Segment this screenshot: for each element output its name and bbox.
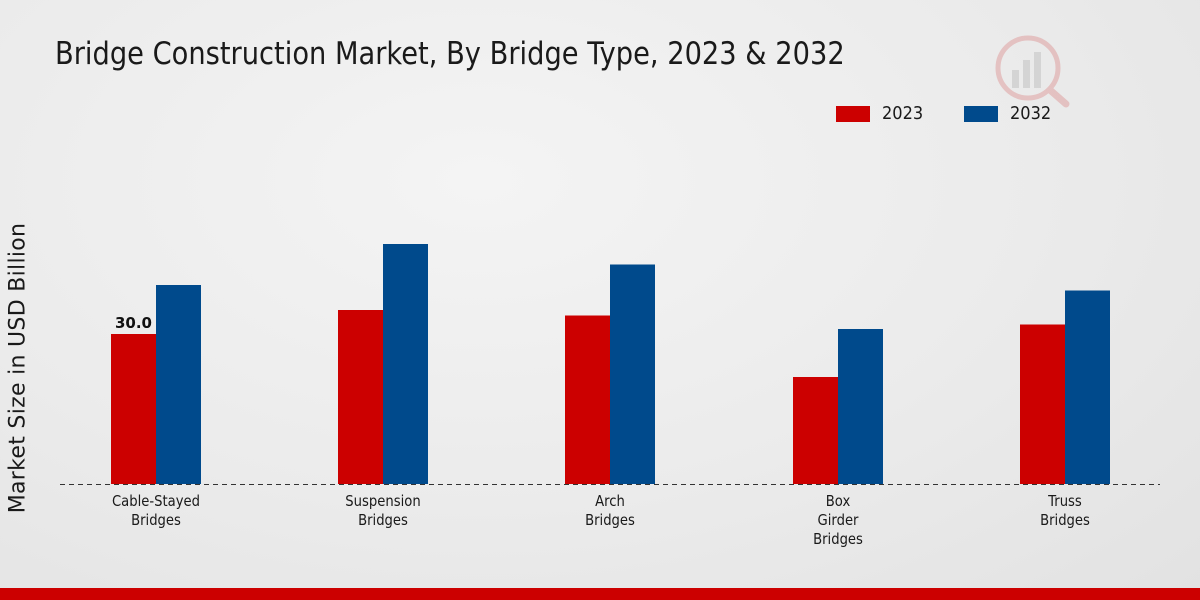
legend-item-2023: 2023 <box>836 103 928 124</box>
legend-label-2023: 2023 <box>882 103 924 124</box>
bar-2032-0 <box>156 285 201 484</box>
bottom-accent-bar <box>0 588 1200 600</box>
logo-watermark-icon <box>992 30 1072 110</box>
x-tick-label-4: Truss Bridges <box>1040 493 1090 529</box>
legend-swatch-2032 <box>963 105 998 122</box>
bar-2032-4 <box>1065 290 1110 484</box>
chart-title: Bridge Construction Market, By Bridge Ty… <box>55 36 845 72</box>
bar-2023-2 <box>565 315 610 484</box>
x-tick-label-0: Cable-Stayed Bridges <box>112 493 200 529</box>
bar-2032-1 <box>383 244 428 484</box>
bar-2023-4 <box>1020 324 1065 484</box>
legend: 2023 2032 <box>836 103 1092 124</box>
data-label-0: 30.0 <box>115 314 152 332</box>
x-tick-label-3: Box Girder Bridges <box>813 493 863 548</box>
bar-2032-2 <box>610 264 655 484</box>
bar-2023-0 <box>111 334 156 484</box>
x-tick-label-2: Arch Bridges <box>585 493 635 529</box>
bar-2023-1 <box>338 310 383 484</box>
bar-2023-3 <box>793 377 838 484</box>
bar-2032-3 <box>838 329 883 484</box>
x-tick-label-1: Suspension Bridges <box>345 493 420 529</box>
legend-swatch-2023 <box>836 105 870 122</box>
legend-item-2032: 2032 <box>963 103 1056 124</box>
legend-label-2032: 2032 <box>1009 103 1052 124</box>
